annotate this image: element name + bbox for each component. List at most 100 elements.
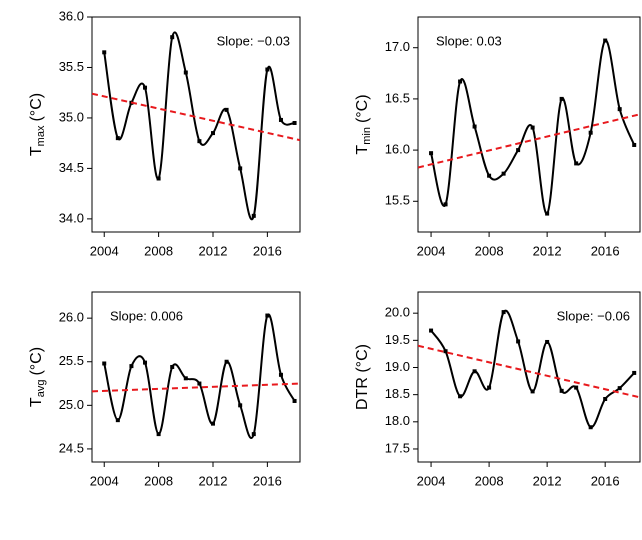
x-tick-label: 2016 xyxy=(591,243,620,258)
annotation: Slope: 0.006 xyxy=(110,308,183,323)
point-marker xyxy=(516,339,521,344)
point-marker xyxy=(472,124,477,129)
y-axis-label: Tavg (°C) xyxy=(28,347,47,407)
annotation: Slope: −0.06 xyxy=(557,308,630,323)
point-marker xyxy=(197,381,202,386)
x-tick-label: 2016 xyxy=(253,473,282,488)
trend-line xyxy=(418,113,640,169)
point-marker xyxy=(443,349,448,354)
point-marker xyxy=(197,139,202,144)
x-tick-label: 2008 xyxy=(144,243,173,258)
point-marker xyxy=(238,403,243,408)
point-marker xyxy=(170,364,175,369)
y-tick-label: 36.0 xyxy=(59,8,84,23)
point-marker xyxy=(143,360,148,365)
plot-frame xyxy=(91,291,301,463)
x-tick-label: 2012 xyxy=(199,243,228,258)
y-tick-label: 16.5 xyxy=(385,90,410,105)
point-marker xyxy=(278,372,283,377)
point-marker xyxy=(588,130,593,135)
point-marker xyxy=(292,120,297,125)
plot-area xyxy=(92,313,300,439)
y-label-subscript: avg xyxy=(35,380,47,398)
point-marker xyxy=(458,79,463,84)
plot-frame xyxy=(417,291,641,463)
point-marker xyxy=(588,425,593,430)
point-marker xyxy=(559,388,564,393)
y-tick-label: 19.5 xyxy=(385,332,410,347)
point-marker xyxy=(102,361,107,366)
plot-area xyxy=(418,38,640,216)
y-tick-label: 25.5 xyxy=(59,353,84,368)
point-marker xyxy=(559,96,564,101)
y-label-subscript: max xyxy=(35,125,47,146)
point-marker xyxy=(224,107,229,112)
trend-line xyxy=(418,344,640,399)
point-marker xyxy=(487,385,492,390)
annotation: Slope: −0.03 xyxy=(217,33,290,48)
x-tick-label: 2004 xyxy=(90,473,119,488)
y-label-unit: (°C) xyxy=(354,94,371,123)
plot-area xyxy=(418,309,640,430)
y-label-main: T xyxy=(28,146,45,156)
y-label-main: DTR (°C) xyxy=(354,344,371,410)
y-tick-label: 18.0 xyxy=(385,413,410,428)
point-marker xyxy=(501,310,506,315)
x-tick-label: 2016 xyxy=(591,473,620,488)
y-tick-label: 35.0 xyxy=(59,109,84,124)
point-marker xyxy=(224,359,229,364)
x-tick-label: 2008 xyxy=(475,243,504,258)
point-marker xyxy=(102,50,107,55)
y-label-unit: (°C) xyxy=(28,93,45,122)
point-marker xyxy=(210,131,215,136)
y-axis-label: Tmax (°C) xyxy=(28,93,47,156)
point-marker xyxy=(530,125,535,130)
x-tick-label: 2012 xyxy=(533,473,562,488)
point-marker xyxy=(545,211,550,216)
x-tick-label: 2012 xyxy=(533,243,562,258)
point-marker xyxy=(530,389,535,394)
point-marker xyxy=(265,67,270,72)
y-tick-label: 18.5 xyxy=(385,386,410,401)
point-marker xyxy=(574,385,579,390)
y-tick-label: 16.0 xyxy=(385,142,410,157)
point-marker xyxy=(251,432,256,437)
plot-frame xyxy=(417,16,641,233)
point-marker xyxy=(632,370,637,375)
point-marker xyxy=(516,148,521,153)
y-tick-label: 34.0 xyxy=(59,210,84,225)
y-label-main: T xyxy=(354,145,371,155)
panel: 34.0 34.5 35.0 35.5 36.0 2004 2008 2012 2016 Tmax… xyxy=(28,8,301,258)
point-marker xyxy=(265,313,270,318)
point-marker xyxy=(574,161,579,166)
series-line xyxy=(103,31,295,221)
point-marker xyxy=(292,398,297,403)
y-label-subscript: min xyxy=(361,127,373,145)
y-tick-label: 34.5 xyxy=(59,160,84,175)
panel: 24.5 25.0 25.5 26.0 2004 2008 2012 2016 Tavg (°C)… xyxy=(28,291,301,488)
x-tick-label: 2016 xyxy=(253,243,282,258)
point-marker xyxy=(617,386,622,391)
point-marker xyxy=(603,396,608,401)
y-tick-label: 17.0 xyxy=(385,39,410,54)
point-marker xyxy=(238,166,243,171)
plot-frame xyxy=(91,16,301,233)
x-tick-label: 2008 xyxy=(475,473,504,488)
point-marker xyxy=(156,432,161,437)
x-tick-label: 2004 xyxy=(90,243,119,258)
point-marker xyxy=(603,38,608,43)
point-marker xyxy=(210,421,215,426)
x-tick-label: 2004 xyxy=(417,473,446,488)
point-marker xyxy=(632,142,637,147)
point-marker xyxy=(458,394,463,399)
point-marker xyxy=(429,328,434,333)
y-axis-label: Tmin (°C) xyxy=(354,94,373,154)
annotation: Slope: 0.03 xyxy=(436,33,502,48)
point-marker xyxy=(487,173,492,178)
point-marker xyxy=(278,117,283,122)
point-marker xyxy=(472,369,477,374)
x-tick-label: 2012 xyxy=(199,473,228,488)
y-label-unit: (°C) xyxy=(28,347,45,376)
y-axis-label: DTR (°C) xyxy=(354,344,371,410)
